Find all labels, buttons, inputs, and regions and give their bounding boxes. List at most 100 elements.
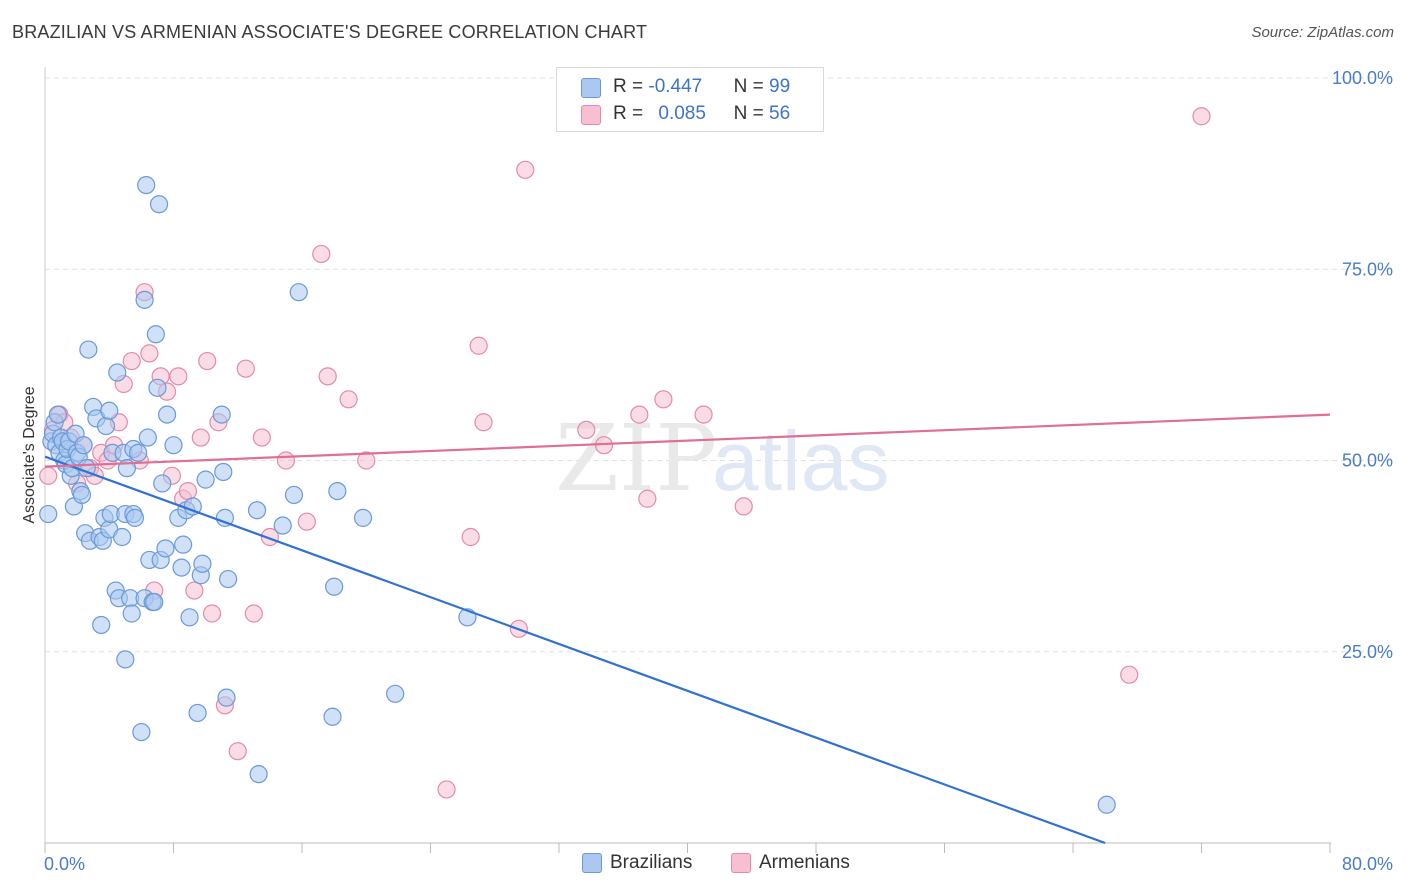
- armenians-point: [1120, 665, 1139, 684]
- brazilians-point: [132, 722, 151, 742]
- legend-swatch-blue: [582, 853, 602, 873]
- brazilians-point: [188, 703, 207, 723]
- armenians-point: [318, 367, 337, 386]
- armenians-point: [474, 413, 493, 432]
- armenians-point: [198, 351, 217, 371]
- y-tick-label: 75.0%: [1342, 259, 1393, 279]
- armenians-point: [339, 390, 358, 409]
- brazilians-point: [74, 436, 93, 455]
- armenians-point: [39, 466, 58, 485]
- legend-n-value: 99: [769, 76, 791, 97]
- brazilians-point: [174, 535, 193, 554]
- brazilians-point: [48, 405, 67, 424]
- armenians-point: [516, 160, 535, 179]
- legend-r-label: R =: [613, 76, 649, 97]
- armenians-point: [276, 451, 296, 470]
- trend-lines: [44, 413, 1331, 845]
- brazilians-point: [138, 428, 157, 447]
- legend-swatch-pink: [581, 105, 601, 125]
- brazilians-point: [196, 470, 215, 489]
- tick-labels: 25.0% 50.0% 75.0% 100.0% 0.0% 80.0%: [44, 68, 1393, 874]
- brazilians-point: [112, 527, 132, 547]
- brazilians-point: [100, 401, 119, 420]
- armenians-point: [734, 497, 753, 516]
- chart-source: Source: ZipAtlas.com: [1251, 24, 1394, 41]
- armenians-point: [140, 344, 159, 363]
- armenians-point: [202, 604, 222, 623]
- armenians-point: [630, 405, 649, 424]
- brazilians-point: [284, 485, 304, 505]
- y-tick-label: 50.0%: [1342, 451, 1393, 471]
- armenians-point: [244, 604, 263, 623]
- brazilians-point: [273, 516, 292, 535]
- armenians-point: [461, 527, 480, 547]
- armenians-point: [297, 512, 316, 531]
- armenians-point: [638, 489, 657, 508]
- legend-n-label: N =: [733, 103, 770, 124]
- brazilians-point: [164, 436, 183, 455]
- brazilians-point: [212, 405, 231, 424]
- armenians-point: [185, 581, 204, 600]
- brazilians-point: [92, 615, 111, 635]
- brazilians-point: [148, 378, 167, 397]
- armenians-point: [469, 336, 488, 355]
- brazilians-point: [328, 482, 347, 501]
- x-tick-label: 80.0%: [1342, 854, 1393, 874]
- brazilians-point: [214, 462, 233, 482]
- armenians-trend-line: [44, 413, 1331, 468]
- brazilians-point: [125, 508, 145, 527]
- brazilians-point: [353, 508, 373, 527]
- armenians-point: [178, 482, 198, 501]
- y-axis-label: Associate's Degree: [21, 386, 38, 523]
- brazilians-point: [386, 684, 405, 703]
- brazilians-point: [122, 604, 141, 623]
- legend-r-label: R =: [613, 103, 649, 124]
- brazilians-point: [217, 688, 236, 707]
- armenians-point: [122, 351, 141, 371]
- brazilians-point: [249, 765, 268, 784]
- brazilians-point: [153, 474, 172, 493]
- armenians-point: [228, 742, 247, 761]
- brazilians-point: [325, 577, 344, 596]
- brazilians-point: [79, 340, 98, 359]
- y-tick-label: 100.0%: [1332, 68, 1393, 88]
- legend-n-value: 56: [769, 103, 791, 124]
- chart-title: BRAZILIAN VS ARMENIAN ASSOCIATE'S DEGREE…: [12, 22, 648, 42]
- brazilians-point: [96, 416, 116, 436]
- armenians-point: [191, 428, 210, 447]
- legend-r-value: 0.085: [658, 103, 706, 124]
- brazilians-point: [219, 569, 238, 589]
- correlation-legend: R = -0.447 N = 99 R = 0.085 N = 56: [556, 67, 824, 132]
- legend-n-label: N =: [733, 76, 770, 97]
- armenians-point: [437, 780, 456, 799]
- brazilians-point: [156, 539, 175, 558]
- brazilians-point: [116, 650, 135, 669]
- brazilians-point: [172, 558, 191, 577]
- brazilians-point: [1097, 795, 1116, 814]
- brazilians-point: [149, 195, 169, 214]
- brazilians-point: [129, 443, 148, 462]
- armenians-point: [357, 451, 376, 470]
- legend-swatch-pink: [731, 853, 751, 873]
- brazilians-point: [289, 283, 308, 302]
- armenians-point: [1192, 107, 1211, 126]
- brazilians-point: [180, 608, 199, 627]
- brazilians-point: [193, 554, 212, 573]
- brazilians-point: [137, 176, 156, 195]
- brazilians-point: [39, 504, 58, 524]
- brazilians-point: [108, 363, 127, 382]
- armenians-point: [694, 405, 713, 424]
- brazilians-point: [146, 325, 165, 344]
- brazilians-trend-line: [44, 455, 1106, 845]
- brazilians-point: [135, 290, 154, 309]
- legend-label-armenians: Armenians: [759, 852, 850, 873]
- armenians-point: [312, 244, 331, 264]
- armenians-point: [252, 428, 271, 447]
- brazilians-point: [247, 501, 267, 520]
- watermark-atlas: atlas: [712, 414, 889, 508]
- brazilians-point: [323, 707, 342, 726]
- brazilians-point: [72, 485, 92, 505]
- legend-swatch-blue: [581, 78, 601, 98]
